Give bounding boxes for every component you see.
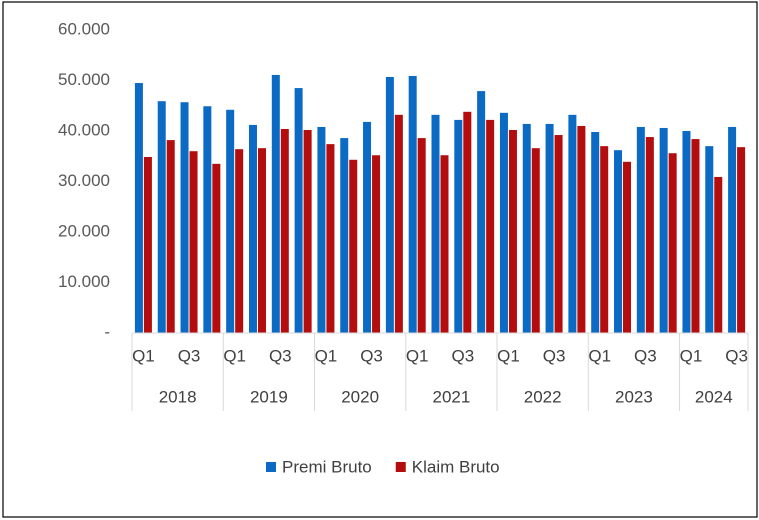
bar (645, 137, 654, 333)
y-tick-label: 60.000 (58, 19, 110, 38)
y-tick-label: 10.000 (58, 272, 110, 291)
bar (623, 161, 632, 333)
bar (280, 128, 289, 333)
group-label: 2022 (524, 387, 562, 406)
bar (317, 126, 326, 334)
bar (682, 131, 691, 333)
bar (531, 148, 540, 333)
bar (271, 74, 280, 333)
bar (714, 176, 723, 333)
bar (326, 144, 335, 333)
legend-swatch (266, 462, 276, 472)
x-tick-label: Q3 (543, 346, 566, 365)
bar (691, 139, 700, 333)
bar (394, 114, 403, 333)
bar (157, 101, 166, 333)
bar (705, 146, 714, 333)
bar (212, 163, 221, 333)
bar (248, 124, 257, 333)
bar (440, 155, 449, 333)
bar (143, 157, 152, 333)
bar (431, 114, 440, 333)
x-tick-label: Q3 (634, 346, 657, 365)
y-tick-label: 50.000 (58, 70, 110, 89)
bar (522, 123, 531, 334)
bar (340, 138, 349, 333)
bar (349, 159, 358, 333)
bar (463, 111, 472, 333)
bar (372, 155, 381, 333)
y-tick-label: 40.000 (58, 120, 110, 139)
bar (545, 123, 554, 334)
bar (257, 148, 266, 333)
group-label: 2019 (250, 387, 288, 406)
bar (235, 149, 244, 333)
x-tick-label: Q3 (725, 346, 748, 365)
bar (454, 119, 463, 333)
bar (203, 106, 212, 333)
bar (134, 83, 143, 334)
bar (166, 140, 175, 333)
y-tick-label: - (104, 322, 110, 341)
bar (486, 119, 495, 333)
bar (600, 146, 609, 333)
bar (568, 114, 577, 333)
legend-label: Klaim Bruto (412, 457, 500, 476)
bar (303, 129, 312, 333)
bar (226, 109, 235, 333)
bar (499, 112, 508, 333)
bar (508, 129, 517, 333)
x-tick-label: Q1 (132, 346, 155, 365)
x-tick-label: Q1 (588, 346, 611, 365)
bar (385, 76, 394, 333)
bar (659, 127, 668, 333)
bar (417, 138, 426, 333)
bar (408, 75, 417, 333)
x-tick-label: Q1 (680, 346, 703, 365)
group-label: 2024 (695, 387, 733, 406)
bar (180, 102, 189, 333)
group-label: 2021 (432, 387, 470, 406)
x-tick-label: Q3 (269, 346, 292, 365)
bar (189, 151, 198, 333)
bar (554, 135, 563, 333)
bar (577, 125, 586, 333)
bar (728, 126, 737, 334)
bar (591, 132, 600, 333)
legend-label: Premi Bruto (282, 457, 372, 476)
group-label: 2020 (341, 387, 379, 406)
bar (636, 126, 645, 334)
x-tick-label: Q1 (223, 346, 246, 365)
bar (668, 153, 677, 333)
y-tick-label: 30.000 (58, 171, 110, 190)
x-tick-label: Q1 (315, 346, 338, 365)
bar (477, 91, 486, 333)
legend-swatch (395, 462, 406, 472)
x-tick-label: Q3 (451, 346, 474, 365)
group-label: 2023 (615, 387, 653, 406)
bar (737, 147, 746, 333)
bar (614, 150, 623, 333)
bar (294, 88, 303, 333)
x-tick-label: Q1 (406, 346, 429, 365)
group-label: 2018 (159, 387, 197, 406)
x-tick-label: Q1 (497, 346, 520, 365)
x-tick-label: Q3 (178, 346, 201, 365)
x-tick-label: Q3 (360, 346, 383, 365)
y-tick-label: 20.000 (58, 221, 110, 240)
bar (363, 121, 372, 333)
